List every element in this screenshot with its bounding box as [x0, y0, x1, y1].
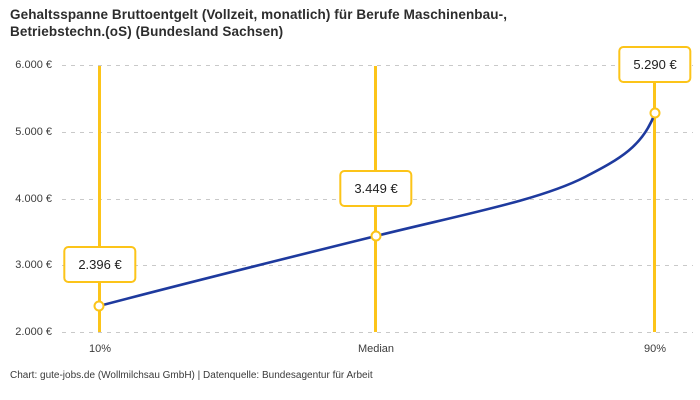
value-callout-10pct: 2.396 € [63, 246, 137, 283]
guide-line-10pct [98, 66, 101, 332]
data-point-median [370, 230, 382, 242]
value-callout-median: 3.449 € [339, 170, 413, 207]
chart-title: Gehaltsspanne Bruttoentgelt (Vollzeit, m… [10, 6, 610, 40]
gridline-5000 [62, 132, 693, 133]
x-tick-label-90pct: 90% [643, 343, 667, 355]
line-series-path [97, 111, 657, 308]
value-callout-90pct: 5.290 € [618, 46, 692, 83]
y-tick-label: 5.000 € [15, 126, 52, 138]
gridline-3000 [62, 265, 693, 266]
gridline-6000 [62, 65, 693, 66]
gridline-2000 [62, 332, 693, 333]
chart-title-line2: Betriebstechn.(oS) (Bundesland Sachsen) [10, 24, 284, 39]
x-tick-label-10pct: 10% [88, 343, 112, 355]
y-tick-label: 2.000 € [15, 326, 52, 338]
x-tick-label-median: Median [357, 343, 395, 355]
data-point-10pct [93, 300, 105, 312]
guide-line-90pct [653, 66, 656, 332]
y-tick-label: 6.000 € [15, 59, 52, 71]
y-tick-label: 4.000 € [15, 193, 52, 205]
data-point-90pct [649, 107, 661, 119]
chart-title-line1: Gehaltsspanne Bruttoentgelt (Vollzeit, m… [10, 7, 508, 22]
chart-source-footer: Chart: gute-jobs.de (Wollmilchsau GmbH) … [10, 370, 373, 381]
y-tick-label: 3.000 € [15, 259, 52, 271]
